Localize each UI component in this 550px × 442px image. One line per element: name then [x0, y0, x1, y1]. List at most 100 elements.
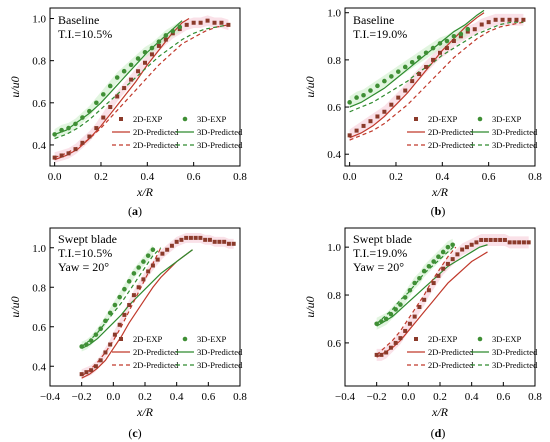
data-point-3d-exp — [136, 265, 141, 270]
data-point-2d-exp — [431, 57, 436, 62]
y-tick-label: 1.0 — [327, 8, 341, 20]
data-point-3d-exp — [416, 55, 422, 60]
panel-annotation: T.I.=19.0% — [353, 246, 407, 260]
x-tick-label: 0.2 — [433, 391, 447, 403]
data-point-2d-exp — [368, 119, 373, 124]
data-point-3d-exp — [131, 271, 137, 276]
x-axis-label: x/R — [136, 185, 154, 199]
data-point-3d-exp — [142, 49, 148, 55]
data-point-3d-exp — [59, 127, 64, 133]
data-point-2d-exp — [347, 133, 352, 138]
data-point-3d-exp — [94, 100, 99, 106]
data-point-3d-exp — [117, 294, 122, 300]
data-point-2d-exp — [165, 247, 170, 252]
y-axis-label: u/u0 — [303, 76, 317, 97]
y-tick-label: 0.6 — [32, 98, 46, 110]
data-point-3d-exp — [412, 280, 417, 286]
data-point-3d-exp — [128, 62, 134, 68]
x-axis-label: x/R — [431, 405, 449, 419]
data-point-3d-exp — [398, 302, 403, 307]
x-tick-label: 0.8 — [233, 171, 247, 183]
data-point-3d-exp — [112, 302, 118, 308]
data-point-2d-exp — [479, 22, 484, 27]
data-point-3d-exp — [379, 319, 384, 324]
data-point-2d-exp — [424, 64, 429, 69]
data-point-3d-exp — [409, 59, 415, 65]
data-point-2d-exp — [455, 252, 460, 257]
legend-label: 3D-Predicted — [492, 140, 538, 150]
x-tick-label: 0.4 — [140, 171, 154, 183]
y-tick-label: 1.0 — [327, 242, 341, 254]
data-point-2d-exp — [127, 303, 132, 308]
legend-label: 3D-Predicted — [197, 360, 243, 370]
data-point-2d-exp — [149, 52, 154, 57]
data-point-2d-exp — [514, 17, 519, 22]
data-point-2d-exp — [479, 237, 484, 242]
plot-frame — [49, 7, 241, 167]
data-point-2d-exp — [163, 37, 168, 42]
series-line-pred3d-dash — [349, 21, 524, 113]
x-tick-label: −0.4 — [40, 391, 60, 403]
data-point-2d-exp — [507, 240, 512, 245]
data-point-2d-exp — [184, 235, 189, 240]
data-point-3d-exp — [149, 45, 155, 51]
plot-area — [374, 233, 531, 361]
panel-annotation: Swept blade — [58, 232, 117, 246]
legend-label: 2D-EXP — [133, 334, 163, 344]
legend-label: 3D-Predicted — [492, 127, 538, 137]
data-point-2d-exp — [179, 237, 184, 242]
data-point-2d-exp — [122, 312, 127, 317]
x-tick-label: 0.6 — [201, 391, 215, 403]
data-point-3d-exp — [437, 41, 443, 46]
data-point-3d-exp — [66, 125, 71, 131]
x-tick-label: 0.8 — [233, 391, 247, 403]
data-point-2d-exp — [517, 240, 522, 245]
data-point-2d-exp — [436, 273, 441, 278]
x-tick-label: 0.0 — [106, 391, 120, 403]
x-tick-label: 0.8 — [528, 171, 542, 183]
data-point-2d-exp — [354, 128, 359, 133]
legend-marker-2d-exp — [119, 117, 123, 121]
data-point-3d-exp — [93, 332, 99, 337]
legend-label: 3D-Predicted — [492, 360, 538, 370]
data-point-2d-exp — [184, 22, 189, 27]
data-point-2d-exp — [444, 46, 449, 51]
data-point-2d-exp — [141, 277, 146, 282]
data-point-2d-exp — [474, 240, 479, 245]
data-point-2d-exp — [131, 293, 136, 298]
data-point-2d-exp — [431, 281, 436, 286]
uncertainty-band-exp2d — [349, 13, 524, 142]
data-point-2d-exp — [472, 27, 477, 32]
data-point-2d-exp — [521, 240, 526, 245]
data-point-2d-exp — [382, 109, 387, 114]
data-point-2d-exp — [129, 77, 134, 82]
y-tick-label: 0.6 — [32, 322, 46, 334]
data-point-3d-exp — [402, 295, 408, 300]
panel-c: −0.4 −0.2 0.0 0.2 0.4 0.6 0.8 0.4 0.6 0.8 1.0 x/R u/… — [8, 227, 247, 440]
data-point-2d-exp — [451, 39, 456, 44]
data-point-2d-exp — [422, 297, 427, 302]
data-point-2d-exp — [469, 242, 474, 247]
data-point-3d-exp — [465, 26, 471, 32]
data-point-3d-exp — [389, 74, 394, 79]
panel-annotation: T.I.=10.5% — [58, 27, 112, 41]
data-point-2d-exp — [103, 350, 108, 355]
legend: 2D-EXP 3D-EXP 2D-Predicted 3D-Predicted 2D-P… — [407, 334, 538, 370]
data-point-2d-exp — [66, 151, 71, 156]
data-point-2d-exp — [398, 336, 403, 341]
data-point-2d-exp — [521, 17, 526, 22]
data-point-2d-exp — [445, 261, 450, 266]
data-point-2d-exp — [188, 235, 193, 240]
data-point-3d-exp — [368, 88, 373, 93]
data-point-2d-exp — [222, 239, 227, 244]
data-point-2d-exp — [226, 22, 231, 27]
data-point-2d-exp — [84, 370, 89, 375]
series-line-pred3d-solid — [349, 9, 485, 108]
data-point-2d-exp — [403, 88, 408, 93]
data-point-3d-exp — [402, 64, 408, 70]
data-point-2d-exp — [226, 241, 231, 246]
data-point-3d-exp — [375, 83, 380, 89]
data-point-2d-exp — [502, 237, 507, 242]
panel-annotation: T.I.=19.0% — [353, 27, 407, 41]
x-tick-label: 0.0 — [343, 171, 357, 183]
